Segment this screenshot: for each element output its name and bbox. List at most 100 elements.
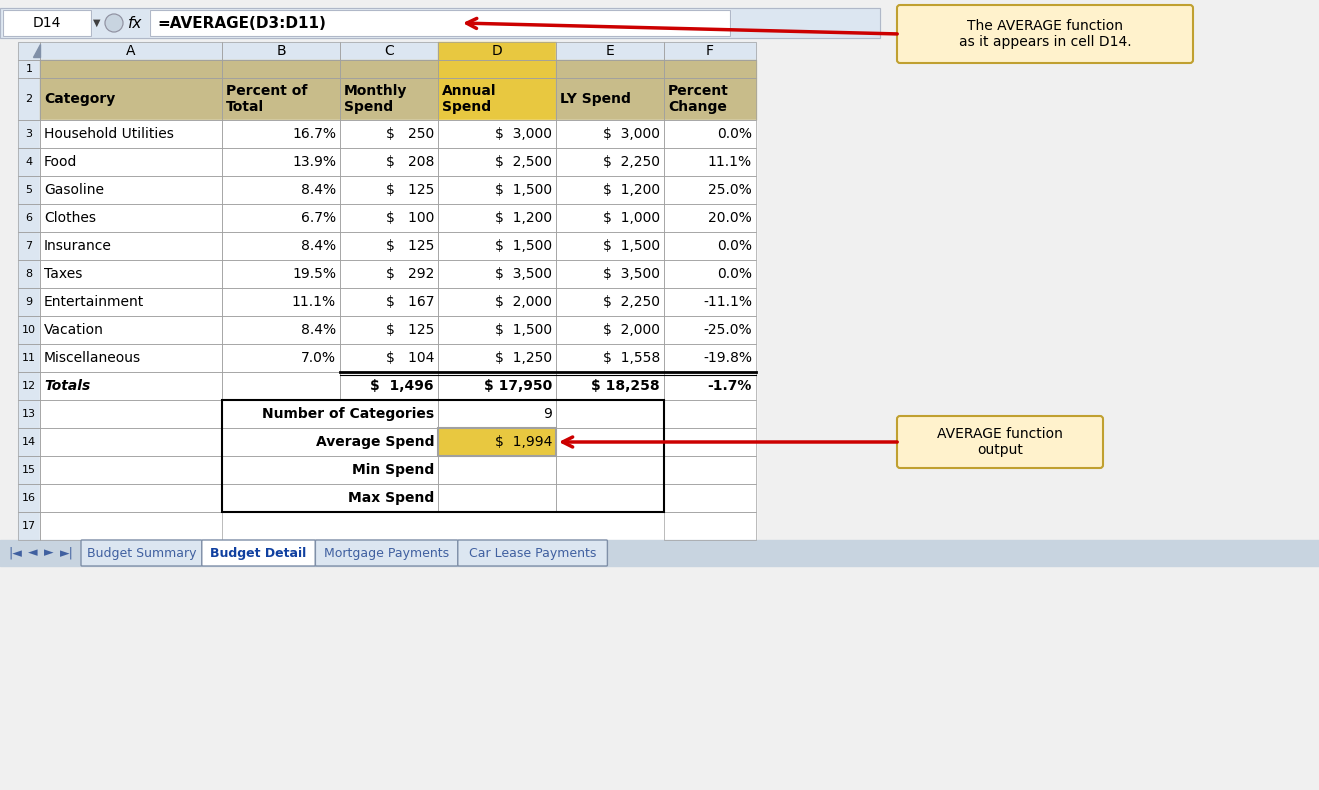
Text: Min Spend: Min Spend (352, 463, 434, 477)
Bar (40, 60, 222, 78)
Bar (438, 60, 557, 78)
Text: Gasoline: Gasoline (44, 183, 104, 197)
Bar (557, 176, 663, 204)
Text: 20.0%: 20.0% (708, 211, 752, 225)
Bar (438, 316, 557, 344)
Bar (340, 176, 438, 204)
Bar (557, 42, 663, 60)
Bar (663, 120, 756, 148)
Bar (222, 400, 438, 428)
Bar (40, 372, 222, 400)
Bar (663, 260, 756, 288)
Text: $  1,500: $ 1,500 (495, 183, 551, 197)
Text: Mortgage Payments: Mortgage Payments (324, 547, 450, 559)
Bar (663, 428, 756, 456)
Text: $  1,994: $ 1,994 (495, 435, 551, 449)
Text: $  1,250: $ 1,250 (495, 351, 551, 365)
Bar (18, 204, 40, 232)
Bar (40, 512, 222, 540)
Bar (40, 512, 222, 540)
Text: 15: 15 (22, 465, 36, 475)
Text: -1.7%: -1.7% (707, 379, 752, 393)
Text: 9: 9 (25, 297, 33, 307)
Bar (438, 400, 557, 428)
Text: |◄: |◄ (8, 547, 22, 559)
Text: Number of Categories: Number of Categories (262, 407, 434, 421)
Bar (663, 512, 756, 540)
Text: 6: 6 (25, 213, 33, 223)
Bar (438, 232, 557, 260)
Text: 11.1%: 11.1% (708, 155, 752, 169)
Bar (663, 78, 756, 120)
Text: -19.8%: -19.8% (703, 351, 752, 365)
Bar (438, 288, 557, 316)
Bar (18, 400, 40, 428)
Bar (340, 316, 438, 344)
Bar (340, 42, 438, 60)
Bar (438, 176, 557, 204)
Bar (438, 456, 557, 484)
Text: $ 17,950: $ 17,950 (484, 379, 551, 393)
Bar (0, 540, 1319, 566)
Bar (18, 288, 40, 316)
Bar (557, 78, 663, 120)
Text: 8.4%: 8.4% (301, 323, 336, 337)
Bar (557, 42, 663, 60)
Bar (663, 400, 756, 428)
Text: $  1,500: $ 1,500 (495, 323, 551, 337)
Bar (340, 204, 438, 232)
Bar (557, 148, 663, 176)
Bar (438, 484, 557, 512)
Text: F: F (706, 44, 714, 58)
Bar (663, 316, 756, 344)
Bar (340, 148, 438, 176)
Bar (40, 42, 222, 60)
Bar (340, 372, 438, 400)
Bar (340, 42, 438, 60)
Bar (18, 484, 40, 512)
Text: Average Spend: Average Spend (315, 435, 434, 449)
Bar (438, 428, 557, 456)
Bar (40, 288, 222, 316)
Bar (340, 288, 438, 316)
Bar (18, 60, 40, 78)
Text: Clothes: Clothes (44, 211, 96, 225)
Text: Entertainment: Entertainment (44, 295, 144, 309)
Text: Percent of
Total: Percent of Total (226, 84, 307, 114)
Bar (663, 42, 756, 60)
Bar (438, 372, 557, 400)
Bar (18, 344, 40, 372)
Text: 3: 3 (25, 129, 33, 139)
Bar (438, 60, 557, 78)
Bar (40, 120, 222, 148)
Bar (557, 428, 663, 456)
Bar (0, 8, 880, 38)
Text: Monthly
Spend: Monthly Spend (344, 84, 408, 114)
Bar (18, 260, 40, 288)
Text: 7.0%: 7.0% (301, 351, 336, 365)
Bar (340, 120, 438, 148)
Bar (663, 232, 756, 260)
Bar (663, 176, 756, 204)
Bar (557, 204, 663, 232)
Text: 11.1%: 11.1% (291, 295, 336, 309)
Bar (222, 232, 340, 260)
Bar (438, 428, 557, 456)
Bar (40, 176, 222, 204)
Bar (438, 372, 557, 400)
Text: Vacation: Vacation (44, 323, 104, 337)
Text: 19.5%: 19.5% (291, 267, 336, 281)
Bar (222, 288, 340, 316)
Bar (222, 60, 340, 78)
Bar (222, 260, 340, 288)
Bar (438, 400, 557, 428)
Bar (557, 456, 663, 484)
Bar (557, 428, 663, 456)
Bar (18, 316, 40, 344)
Bar (40, 176, 222, 204)
Text: Insurance: Insurance (44, 239, 112, 253)
Bar (40, 120, 222, 148)
Text: D: D (492, 44, 503, 58)
Text: 1: 1 (25, 64, 33, 74)
Bar (663, 484, 756, 512)
